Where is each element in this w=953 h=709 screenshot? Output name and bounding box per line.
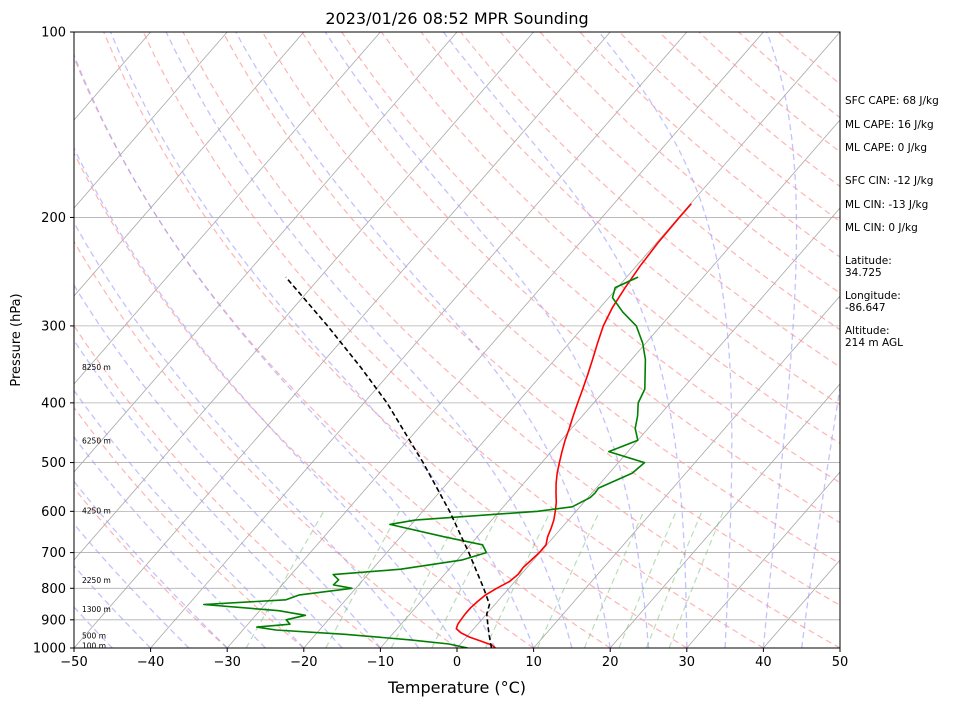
height-label: 1300 m	[82, 605, 111, 614]
chart-title: 2023/01/26 08:52 MPR Sounding	[325, 9, 588, 28]
isotherm-line	[227, 32, 763, 648]
x-tick-label: −20	[290, 655, 317, 670]
y-tick-label: 200	[41, 211, 66, 226]
latitude-text: Latitude: 34.725	[845, 255, 892, 279]
x-tick-label: 40	[755, 655, 772, 670]
x-tick-label: 50	[832, 655, 849, 670]
longitude-text: Longitude: -86.647	[845, 290, 901, 314]
moist-adiabat-line	[65, 32, 495, 648]
mixing-ratio-line	[326, 511, 400, 648]
moist-adiabat-line	[166, 32, 572, 648]
x-tick-label: 20	[602, 655, 619, 670]
x-tick-label: 30	[679, 655, 696, 670]
y-tick-label: 400	[41, 396, 66, 411]
dry-adiabat-line	[64, 32, 610, 648]
y-tick-label: 800	[41, 582, 66, 597]
x-tick-label: −50	[60, 655, 87, 670]
x-tick-label: −10	[367, 655, 394, 670]
y-tick-label: 100	[41, 26, 66, 41]
moist-adiabat-line	[443, 32, 686, 648]
height-label: 8250 m	[82, 363, 111, 372]
sfc-cin-text: SFC CIN: -12 J/kg	[845, 175, 933, 187]
y-tick-label: 1000	[33, 642, 66, 657]
sfc-cape-text: SFC CAPE: 68 J/kg	[845, 95, 939, 107]
y-tick-label: 600	[41, 505, 66, 520]
height-label: 6250 m	[82, 436, 111, 445]
mixing-ratio-line	[538, 511, 600, 648]
ml-cin-text: ML CIN: -13 J/kg	[845, 199, 928, 211]
mixing-ratio-line	[391, 511, 461, 648]
mixing-ratio-line	[646, 511, 702, 648]
isotherm-line	[380, 32, 916, 648]
y-tick-label: 300	[41, 319, 66, 334]
dry-adiabat-line	[183, 32, 840, 648]
moist-adiabat-line	[325, 32, 648, 648]
ml-cape-text: ML CAPE: 16 J/kg	[845, 119, 934, 131]
height-label: 2250 m	[82, 576, 111, 585]
height-label: 100 m	[82, 641, 106, 650]
ml-cape-text-2: ML CAPE: 0 J/kg	[845, 142, 927, 154]
data-layer	[204, 204, 692, 648]
isotherm-line	[151, 32, 687, 648]
x-axis-label: Temperature (°C)	[387, 678, 526, 697]
mixing-ratio-line	[486, 511, 551, 648]
mixing-ratio-line	[669, 511, 723, 648]
x-tick-label: 10	[525, 655, 542, 670]
y-tick-label: 700	[41, 546, 66, 561]
y-tick-label: 500	[41, 456, 66, 471]
ml-cin-text-2: ML CIN: 0 J/kg	[845, 222, 918, 234]
mixing-ratio-line	[619, 511, 676, 648]
y-tick-label: 900	[41, 613, 66, 628]
moist-adiabat-line	[236, 32, 610, 648]
moist-adiabat-line	[763, 32, 796, 648]
moist-adiabat-line	[27, 32, 457, 648]
moist-adiabat-line	[0, 32, 189, 648]
x-tick-label: −40	[137, 655, 164, 670]
dry-adiabat-line	[223, 32, 917, 648]
height-label: 500 m	[82, 632, 106, 641]
mixing-ratio-line	[432, 511, 500, 648]
x-tick-label: 0	[453, 655, 461, 670]
height-label: 4250 m	[82, 506, 111, 515]
x-tick-label: −30	[213, 655, 240, 670]
isotherm-line	[0, 32, 534, 648]
altitude-text: Altitude: 214 m AGL	[845, 325, 903, 349]
y-axis-label: Pressure (hPa)	[9, 293, 24, 386]
